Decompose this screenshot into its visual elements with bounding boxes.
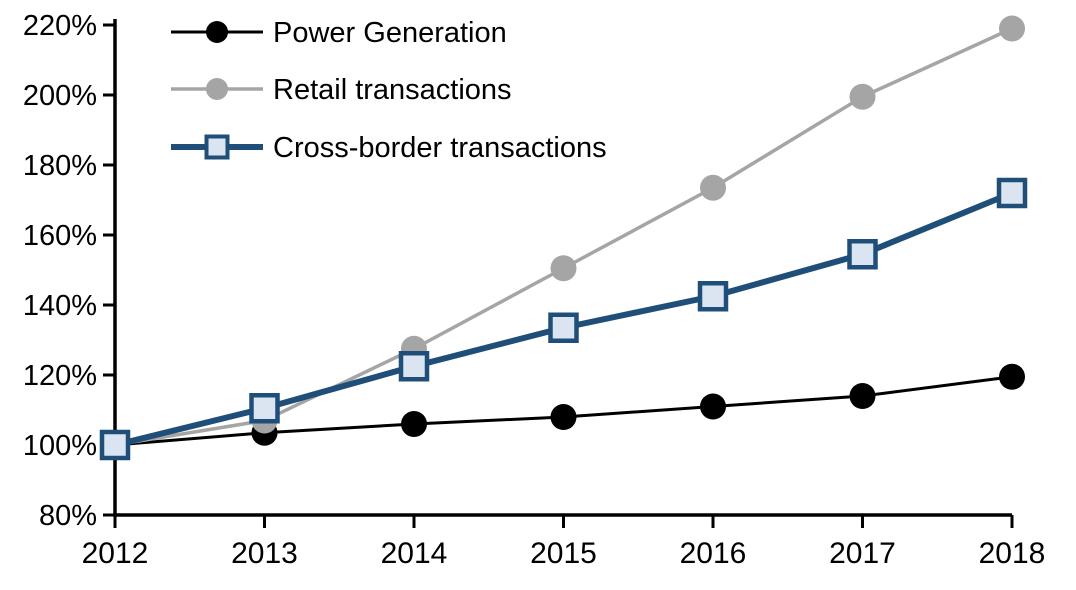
data-point-power-generation-2017 <box>849 383 876 409</box>
x-axis-tick-label: 2018 <box>979 537 1046 570</box>
legend: Power Generation Retail transactions Cross… <box>171 17 607 164</box>
data-point-cross-border-transactions-2015 <box>548 312 579 343</box>
data-point-cross-border-transactions-2018 <box>996 177 1028 209</box>
data-point-retail-transactions-2015 <box>550 255 577 282</box>
y-axis-tick-label: 80% <box>39 500 97 532</box>
x-axis-tick-label: 2013 <box>231 537 298 570</box>
data-point-cross-border-transactions-2014 <box>398 351 430 382</box>
data-point-power-generation-2018 <box>999 363 1025 390</box>
y-axis-tick-label: 120% <box>23 360 97 392</box>
axes: 80% 100% 120% 140% 160% 180% 200% 220% 2012 2013 2… <box>23 10 1046 570</box>
data-point-power-generation-2016 <box>700 393 726 420</box>
data-point-retail-transactions-2016 <box>700 174 726 201</box>
series-power-generation <box>102 363 1025 458</box>
x-axis-tick-label: 2016 <box>680 537 747 570</box>
data-point-power-generation-2014 <box>401 411 427 437</box>
legend-item-cross-border-transactions: Cross-border transactions <box>171 132 607 164</box>
y-axis-tick-label: 160% <box>23 220 97 252</box>
y-axis-tick-label: 180% <box>23 150 97 182</box>
data-point-retail-transactions-2017 <box>849 83 876 110</box>
legend-label-cross-border-transactions: Cross-border transactions <box>273 132 607 164</box>
legend-item-retail-transactions: Retail transactions <box>171 74 512 106</box>
y-axis-tick-label: 200% <box>23 80 97 112</box>
legend-label-retail-transactions: Retail transactions <box>273 74 512 106</box>
series-line-retail-transactions <box>114 26 1013 447</box>
data-point-cross-border-transactions-2017 <box>847 239 878 270</box>
y-axis-tick-label: 140% <box>23 290 97 322</box>
data-point-cross-border-transactions-2012 <box>99 429 131 461</box>
data-point-power-generation-2015 <box>550 404 577 430</box>
data-point-retail-transactions-2018 <box>999 15 1025 42</box>
x-axis-tick-label: 2012 <box>82 537 149 570</box>
x-axis-tick-label: 2017 <box>829 537 896 570</box>
data-point-cross-border-transactions-2016 <box>697 281 729 312</box>
series-cross-border-transactions <box>99 177 1028 461</box>
legend-item-power-generation: Power Generation <box>171 17 507 49</box>
legend-marker-power-generation <box>206 21 228 43</box>
x-axis-tick-label: 2015 <box>530 537 597 570</box>
y-axis-tick-label: 100% <box>23 430 97 462</box>
x-axis-tick-label: 2014 <box>381 537 448 570</box>
y-axis-tick-label: 220% <box>23 10 97 42</box>
legend-marker-retail-transactions <box>206 78 228 100</box>
legend-marker-cross-border-transactions <box>204 134 230 160</box>
legend-label-power-generation: Power Generation <box>273 17 507 49</box>
data-point-cross-border-transactions-2013 <box>249 393 280 424</box>
